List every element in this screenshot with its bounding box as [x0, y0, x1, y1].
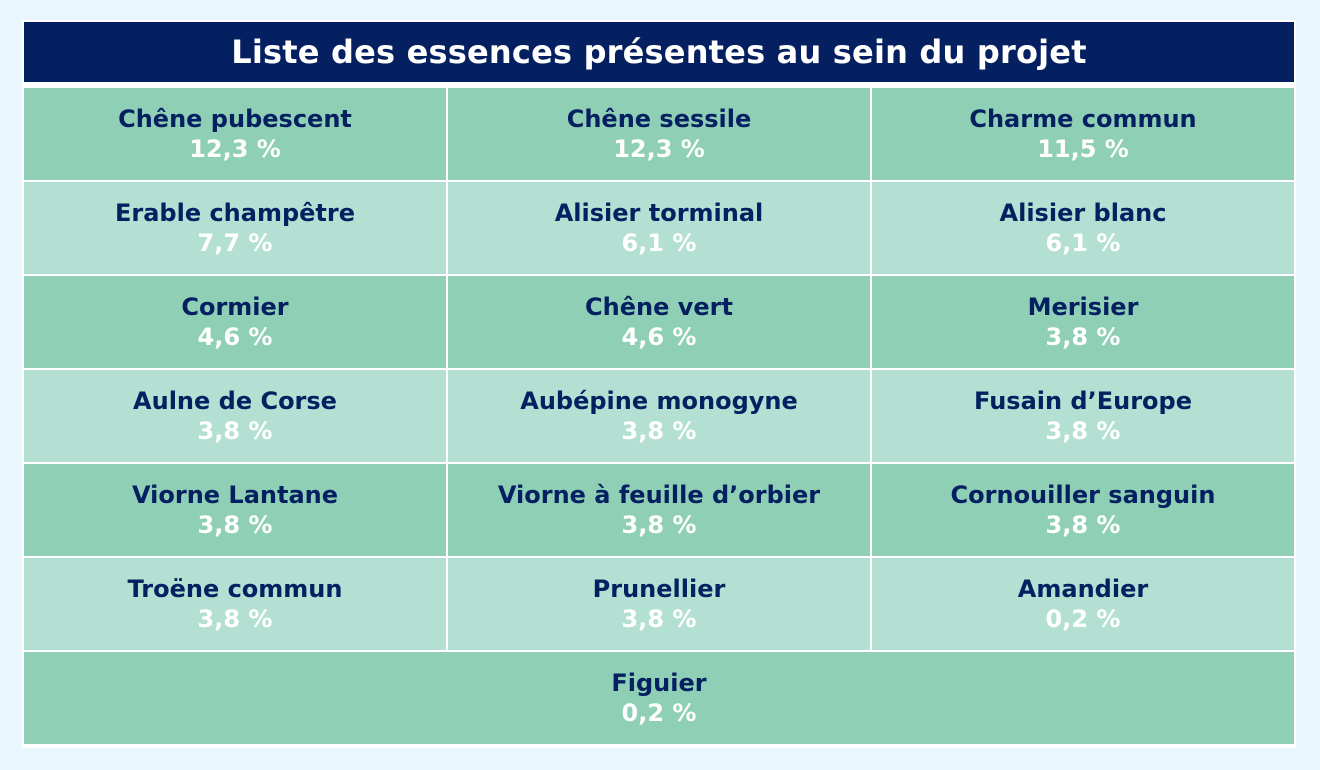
species-name: Aulne de Corse — [133, 387, 337, 415]
species-cell: Figuier 0,2 % — [24, 652, 1294, 744]
species-name: Chêne pubescent — [118, 105, 352, 133]
species-percent: 12,3 % — [189, 135, 281, 163]
species-name: Charme commun — [969, 105, 1197, 133]
species-name: Erable champêtre — [114, 199, 356, 227]
species-percent: 4,6 % — [197, 323, 273, 351]
species-name: Alisier torminal — [554, 199, 764, 227]
species-percent: 6,1 % — [621, 229, 697, 257]
table-title: Liste des essences présentes au sein du … — [231, 33, 1087, 71]
species-percent: 3,8 % — [1045, 511, 1121, 539]
species-percent: 0,2 % — [621, 699, 697, 727]
species-name: Prunellier — [592, 575, 726, 603]
species-percent: 3,8 % — [197, 605, 273, 633]
species-cell: Chêne vert 4,6 % — [448, 276, 870, 368]
species-name: Troëne commun — [127, 575, 343, 603]
species-percent: 3,8 % — [197, 417, 273, 445]
species-name: Amandier — [1017, 575, 1149, 603]
species-name: Cornouiller sanguin — [950, 481, 1216, 509]
species-percent: 4,6 % — [621, 323, 697, 351]
species-percent: 6,1 % — [1045, 229, 1121, 257]
species-percent: 3,8 % — [621, 417, 697, 445]
species-cell: Erable champêtre 7,7 % — [24, 182, 446, 274]
species-cell: Alisier torminal 6,1 % — [448, 182, 870, 274]
species-cell: Cormier 4,6 % — [24, 276, 446, 368]
species-percent: 7,7 % — [197, 229, 273, 257]
species-percent: 3,8 % — [1045, 417, 1121, 445]
species-name: Alisier blanc — [999, 199, 1167, 227]
species-percent: 3,8 % — [621, 605, 697, 633]
species-table: Chêne pubescent 12,3 % Chêne sessile 12,… — [24, 88, 1294, 744]
species-name: Viorne Lantane — [131, 481, 339, 509]
species-cell: Aulne de Corse 3,8 % — [24, 370, 446, 462]
species-percent: 0,2 % — [1045, 605, 1121, 633]
species-name: Cormier — [181, 293, 289, 321]
species-percent: 3,8 % — [1045, 323, 1121, 351]
species-percent: 3,8 % — [621, 511, 697, 539]
species-cell: Prunellier 3,8 % — [448, 558, 870, 650]
species-name: Viorne à feuille d’orbier — [497, 481, 821, 509]
table-title-bar: Liste des essences présentes au sein du … — [24, 22, 1294, 82]
species-cell: Charme commun 11,5 % — [872, 88, 1294, 180]
species-cell: Fusain d’Europe 3,8 % — [872, 370, 1294, 462]
species-cell: Aubépine monogyne 3,8 % — [448, 370, 870, 462]
species-cell: Amandier 0,2 % — [872, 558, 1294, 650]
species-cell: Alisier blanc 6,1 % — [872, 182, 1294, 274]
species-cell: Viorne à feuille d’orbier 3,8 % — [448, 464, 870, 556]
species-cell: Viorne Lantane 3,8 % — [24, 464, 446, 556]
species-cell: Troëne commun 3,8 % — [24, 558, 446, 650]
species-name: Aubépine monogyne — [520, 387, 798, 415]
species-percent: 11,5 % — [1037, 135, 1129, 163]
species-percent: 12,3 % — [613, 135, 705, 163]
species-cell: Merisier 3,8 % — [872, 276, 1294, 368]
species-name: Chêne vert — [585, 293, 733, 321]
species-name: Figuier — [611, 669, 707, 697]
species-name: Merisier — [1027, 293, 1139, 321]
species-cell: Cornouiller sanguin 3,8 % — [872, 464, 1294, 556]
species-cell: Chêne pubescent 12,3 % — [24, 88, 446, 180]
species-percent: 3,8 % — [197, 511, 273, 539]
species-name: Chêne sessile — [566, 105, 752, 133]
species-name: Fusain d’Europe — [974, 387, 1192, 415]
species-cell: Chêne sessile 12,3 % — [448, 88, 870, 180]
